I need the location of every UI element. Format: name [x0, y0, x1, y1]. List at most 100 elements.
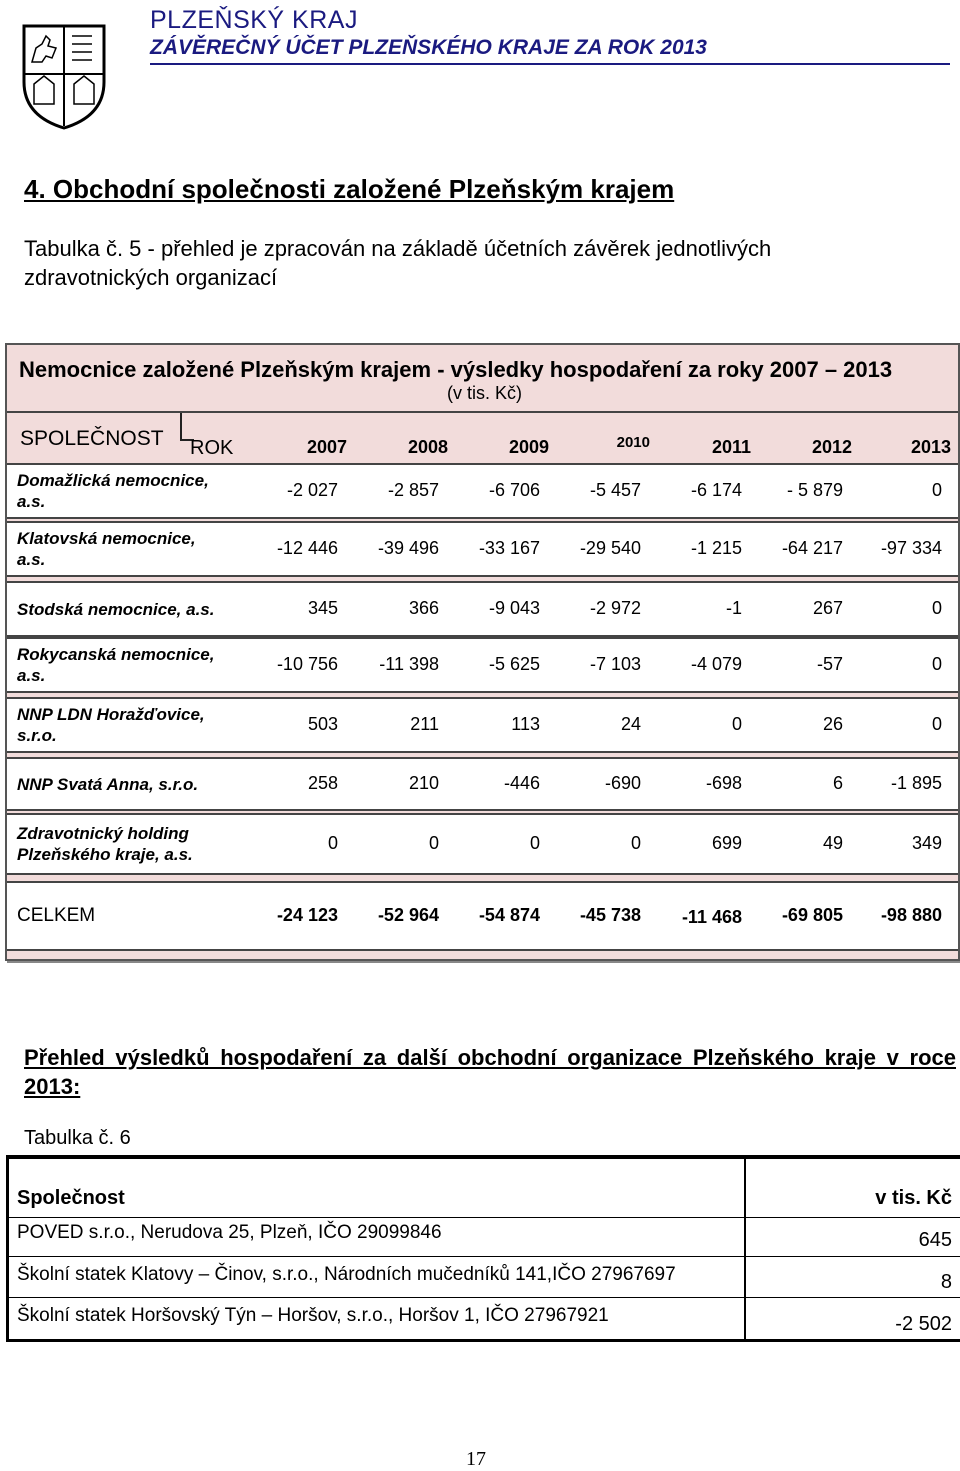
value-cell: 258: [307, 773, 338, 793]
total-cell: -24 123: [276, 905, 338, 925]
value-cell: -29 540: [579, 538, 641, 558]
table-row: Zdravotnický holding Plzeňského kraje, a.…: [7, 813, 958, 875]
value-cell: -9 043: [488, 598, 540, 618]
company-value: 8: [940, 1271, 952, 1293]
value-cell: 0: [630, 833, 641, 853]
company-name-line: NNP LDN Horažďovice,: [17, 705, 205, 724]
value-cell: 0: [327, 833, 338, 853]
section2-title: Přehled výsledků hospodaření za další ob…: [24, 1045, 956, 1099]
year-header: 2009: [508, 437, 549, 457]
company-name: Stodská nemocnice, a.s.: [17, 599, 214, 620]
year-column-header: ROK: [190, 437, 234, 459]
year-header: 2007: [306, 437, 347, 457]
company-name-line: Plzeňského kraje, a.s.: [17, 845, 193, 864]
company-name: Školní statek Horšovský Týn – Horšov, s.…: [17, 1305, 609, 1326]
company-name-line: Zdravotnický holding: [17, 824, 189, 843]
table-row: NNP Svatá Anna, s.r.o. 258 210 -446 -690 -698…: [7, 757, 958, 811]
company-name-line: s.r.o.: [17, 726, 57, 745]
company-name-line: NNP Svatá Anna, s.r.o.: [17, 774, 199, 794]
value-cell: 0: [731, 714, 742, 734]
value-cell: 345: [307, 598, 338, 618]
year-header: 2010: [616, 434, 650, 451]
value-cell: -10 756: [276, 654, 338, 674]
table5-title: Nemocnice založené Plzeňským krajem - vý…: [19, 357, 893, 382]
company-name: Rokycanská nemocnice, a.s.: [17, 644, 214, 686]
value-cell: 349: [911, 833, 942, 853]
company-column-header: Společnost: [17, 1187, 125, 1209]
value-cell: -1: [725, 598, 742, 618]
year-header: 2011: [711, 437, 751, 457]
year-header: 2008: [407, 437, 448, 457]
coat-of-arms-logo: [22, 24, 106, 130]
company-name: Školní statek Klatovy – Činov, s.r.o., N…: [17, 1264, 676, 1285]
total-label: CELKEM: [17, 905, 96, 926]
company-name: Klatovská nemocnice, a.s.: [17, 528, 196, 570]
value-cell: 49: [822, 833, 843, 853]
total-cell: -98 880: [880, 905, 942, 925]
value-cell: -39 496: [377, 538, 439, 558]
total-row: CELKEM -24 123 -52 964 -54 874 -45 738 -…: [7, 881, 958, 951]
value-cell: 0: [428, 833, 439, 853]
value-cell: - 5 879: [786, 480, 843, 500]
value-cell: -33 167: [478, 538, 540, 558]
value-cell: -2 027: [286, 480, 338, 500]
value-cell: 113: [511, 714, 540, 734]
divider: [9, 1217, 960, 1218]
region-title: PLZEŇSKÝ KRAJ: [150, 6, 358, 34]
company-name-line: a.s.: [17, 550, 46, 569]
value-cell: 0: [931, 598, 942, 618]
value-cell: 6: [832, 773, 843, 793]
table-row: Domažlická nemocnice, a.s. -2 027 -2 857 -6 …: [7, 463, 958, 519]
value-cell: -97 334: [880, 538, 942, 558]
value-cell: -57: [816, 654, 843, 674]
value-cell: 366: [408, 598, 439, 618]
value-cell: 699: [711, 833, 742, 853]
value-cell: -1 895: [890, 773, 942, 793]
company-name: Zdravotnický holding Plzeňského kraje, a.…: [17, 823, 193, 865]
value-cell: 503: [307, 714, 338, 734]
company-column-header: SPOLEČNOST: [20, 427, 164, 450]
value-cell: -64 217: [781, 538, 843, 558]
company-name-line: a.s.: [17, 492, 46, 511]
other-companies-table: Společnost v tis. Kč POVED s.r.o., Nerud…: [6, 1155, 960, 1342]
table-row: Rokycanská nemocnice, a.s. -10 756 -11 398 -…: [7, 637, 958, 693]
company-name-line: Stodská nemocnice, a.s.: [17, 599, 215, 619]
value-column-header: v tis. Kč: [875, 1187, 952, 1209]
value-cell: -1 215: [690, 538, 742, 558]
value-cell: -446: [503, 773, 540, 793]
value-cell: -11 398: [379, 654, 439, 674]
value-cell: -698: [705, 773, 742, 793]
value-cell: 26: [822, 714, 843, 734]
total-cell: -54 874: [478, 905, 540, 925]
company-name-line: a.s.: [17, 666, 46, 685]
year-header: 2012: [811, 437, 852, 457]
company-name: NNP Svatá Anna, s.r.o.: [17, 774, 198, 795]
value-cell: -2 972: [589, 598, 641, 618]
value-cell: -4 079: [690, 654, 742, 674]
section-title: 4. Obchodní společnosti založené Plzeňsk…: [24, 174, 675, 204]
table-row: Klatovská nemocnice, a.s. -12 446 -39 496 -3…: [7, 521, 958, 577]
total-cell: -11 468: [681, 907, 742, 927]
year-header-row: 2007 2008 2009 2010 2011 2012 2013: [247, 434, 951, 461]
table5-unit: (v tis. Kč): [447, 383, 522, 403]
table6-caption: Tabulka č. 6: [24, 1127, 131, 1149]
value-cell: -5 457: [589, 480, 641, 500]
value-cell: -5 625: [488, 654, 540, 674]
company-name-line: Domažlická nemocnice,: [17, 471, 209, 490]
value-cell: 211: [410, 714, 439, 734]
hospital-results-table: Nemocnice založené Plzeňským krajem - vý…: [5, 343, 960, 961]
divider: [180, 413, 194, 441]
value-cell: -7 103: [589, 654, 641, 674]
total-cell: -52 964: [377, 905, 439, 925]
divider: [744, 1159, 746, 1339]
divider: [9, 1297, 960, 1298]
value-cell: -6 706: [488, 480, 540, 500]
value-cell: 0: [931, 480, 942, 500]
value-cell: 0: [931, 714, 942, 734]
value-cell: -2 857: [387, 480, 439, 500]
company-name-line: Rokycanská nemocnice,: [17, 645, 215, 664]
value-cell: 210: [408, 773, 439, 793]
company-name: POVED s.r.o., Nerudova 25, Plzeň, IČO 29…: [17, 1222, 442, 1243]
table-row: Stodská nemocnice, a.s. 345 366 -9 043 -2 97…: [7, 581, 958, 637]
company-value: -2 502: [895, 1313, 952, 1335]
